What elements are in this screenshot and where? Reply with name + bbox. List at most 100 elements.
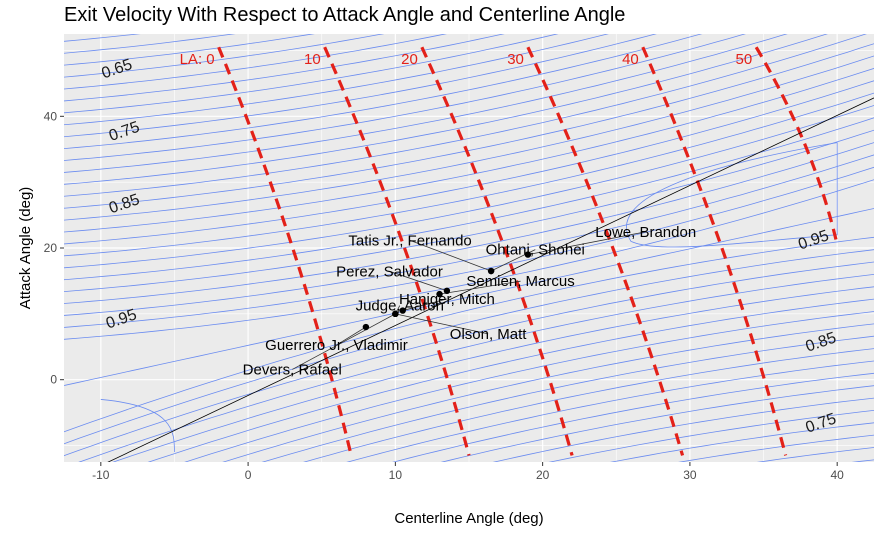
x-tick-label: 40 — [831, 468, 845, 482]
contour-line — [13, 0, 895, 10]
player-label: Devers, Rafael — [243, 361, 342, 378]
contour-line — [112, 286, 874, 462]
launch-angle-lines — [217, 46, 839, 456]
contour-line — [64, 34, 447, 90]
player-label: Ohtani, Shohei — [486, 242, 585, 259]
contour-line — [64, 43, 874, 209]
label-leader — [402, 298, 448, 311]
data-point — [487, 267, 495, 275]
launch-angle-label: 20 — [401, 51, 418, 68]
launch-angle-line — [217, 46, 353, 456]
y-tick-label: 0 — [50, 373, 57, 387]
contour-line — [13, 532, 895, 542]
fit-line — [107, 97, 874, 462]
contour-line — [64, 80, 874, 245]
contour-line — [222, 323, 874, 462]
contour-line — [64, 67, 874, 233]
player-label: Judge, Aaron — [356, 298, 444, 315]
contour-line — [346, 360, 874, 462]
label-leader — [409, 239, 492, 272]
label-leader — [527, 231, 646, 255]
contour-line — [492, 397, 874, 462]
contour-line — [64, 208, 874, 386]
data-point — [436, 290, 443, 298]
x-tick-label: 30 — [683, 468, 697, 482]
contour-arc — [100, 399, 175, 453]
data-point — [443, 287, 451, 294]
launch-angle-label: 30 — [507, 51, 524, 68]
contour-line — [64, 154, 874, 316]
x-tick-label: 10 — [389, 468, 403, 482]
contour-line — [64, 34, 657, 138]
label-leader — [439, 280, 521, 295]
contour-line — [392, 372, 874, 462]
label-leader — [336, 326, 367, 346]
launch-angle-line — [754, 46, 839, 246]
contour-line — [64, 34, 385, 78]
data-point — [399, 307, 406, 314]
y-tick-label: 20 — [44, 241, 58, 255]
contour-loop — [626, 142, 838, 248]
contour-line — [64, 105, 874, 269]
contour-line — [64, 34, 703, 150]
data-point — [362, 323, 370, 331]
axes: -10 0 10 20 30 40 0 20 40 — [44, 109, 845, 482]
contour-line — [64, 34, 788, 173]
label-leader — [389, 270, 448, 292]
contour-line — [64, 117, 874, 281]
x-tick-label: -10 — [92, 468, 110, 482]
launch-angle-line — [641, 46, 788, 456]
data-points — [362, 251, 532, 331]
launch-angle-label: 40 — [622, 51, 639, 68]
x-tick-label: 20 — [536, 468, 550, 482]
contour-line — [184, 311, 874, 462]
launch-angle-label: LA: 0 — [180, 51, 215, 68]
player-label: Olson, Matt — [450, 326, 528, 343]
contour-line — [64, 34, 505, 102]
label-leader — [292, 313, 396, 370]
player-label: Guerrero Jr., Vladimir — [265, 337, 408, 354]
contour-line — [13, 0, 895, 34]
player-label: Tatis Jr., Fernando — [348, 232, 471, 249]
label-leader — [395, 313, 489, 335]
fit-line-layer — [107, 97, 874, 462]
chart-title: Exit Velocity With Respect to Attack Ang… — [64, 4, 626, 26]
chart-text: LA: 0 10 20 30 40 500.650.750.850.950.950.850… — [100, 51, 839, 436]
contour-line — [64, 34, 559, 114]
contour-line — [64, 92, 874, 257]
player-label: Semien, Marcus — [466, 273, 574, 290]
launch-angle-line — [323, 46, 471, 456]
contour-line — [64, 249, 874, 445]
contour-line — [302, 348, 874, 462]
contour-line — [64, 34, 828, 185]
contour-lines — [13, 0, 895, 542]
contour-line — [13, 0, 895, 22]
contour-line — [64, 55, 874, 221]
player-label: Haniger, Mitch — [399, 291, 495, 308]
contour-line — [13, 457, 895, 542]
contour-line — [64, 34, 746, 161]
y-axis-title: Attack Angle (deg) — [17, 187, 34, 310]
contour-line — [13, 469, 895, 542]
x-axis-title: Centerline Angle (deg) — [394, 510, 543, 527]
contour-line — [64, 166, 874, 328]
contour-line — [64, 236, 874, 433]
launch-angle-line — [526, 46, 685, 456]
player-label: Lowe, Brandon — [595, 224, 696, 241]
player-label: Perez, Salvador — [336, 263, 443, 280]
contour-line — [64, 142, 874, 304]
contour-line — [440, 385, 874, 462]
launch-angle-label: 10 — [304, 51, 321, 68]
launch-angle-label: 50 — [735, 51, 752, 68]
contour-line — [64, 34, 315, 66]
data-point — [524, 251, 532, 258]
launch-angle-line — [420, 46, 574, 456]
label-leaders — [292, 231, 646, 370]
contour-line — [78, 273, 874, 462]
contour-line — [261, 335, 874, 462]
x-tick-label: 0 — [245, 468, 252, 482]
contour-line — [64, 34, 867, 197]
contour-line — [64, 34, 609, 126]
y-tick-label: 40 — [44, 109, 58, 123]
